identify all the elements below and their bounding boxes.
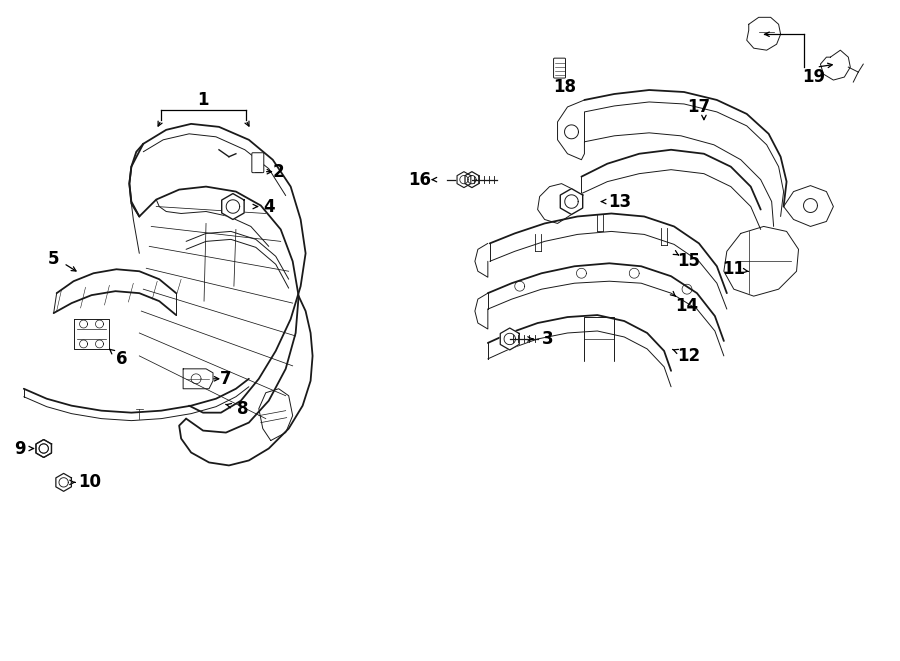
Polygon shape: [221, 194, 244, 219]
Text: 6: 6: [115, 350, 127, 368]
Text: 13: 13: [608, 192, 631, 211]
FancyBboxPatch shape: [252, 153, 264, 173]
Text: 7: 7: [220, 369, 232, 388]
Text: 14: 14: [675, 297, 698, 315]
Polygon shape: [561, 188, 582, 214]
Text: 19: 19: [802, 68, 825, 86]
Text: 4: 4: [263, 198, 274, 215]
Text: 16: 16: [409, 171, 432, 188]
Text: 11: 11: [723, 260, 745, 278]
Polygon shape: [500, 328, 519, 350]
Text: 9: 9: [14, 440, 25, 457]
Text: 2: 2: [273, 163, 284, 180]
FancyBboxPatch shape: [554, 58, 565, 78]
Text: 8: 8: [237, 400, 248, 418]
Text: 1: 1: [197, 91, 209, 109]
Text: 5: 5: [48, 251, 59, 268]
Text: 18: 18: [553, 78, 576, 96]
Text: 17: 17: [688, 98, 710, 116]
Polygon shape: [457, 172, 471, 188]
Text: 3: 3: [542, 330, 554, 348]
Polygon shape: [36, 440, 51, 457]
Text: 10: 10: [78, 473, 101, 491]
Polygon shape: [56, 473, 71, 491]
Polygon shape: [36, 440, 51, 457]
Polygon shape: [465, 172, 479, 188]
Text: 12: 12: [678, 347, 700, 365]
Text: 15: 15: [678, 253, 700, 270]
